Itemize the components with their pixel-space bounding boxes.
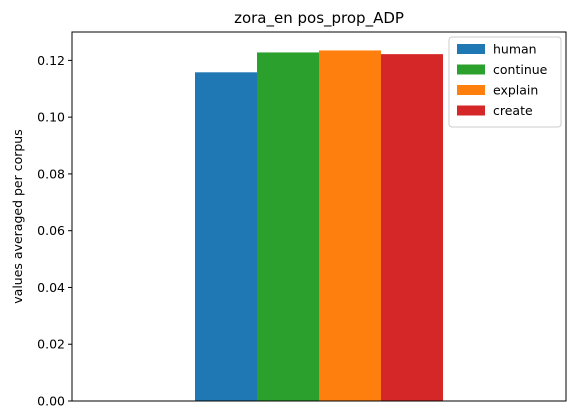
legend-swatch-create [457,105,485,116]
y-tick-label: 0.00 [37,394,65,409]
legend-swatch-human [457,44,485,54]
legend-box [448,36,562,128]
bar-explain [319,50,381,401]
y-tick-label: 0.10 [37,110,65,125]
bar-create [381,54,443,401]
legend: human continue explain create [448,36,562,128]
bar-continue [257,52,319,402]
y-tick-label: 0.04 [37,280,65,295]
y-axis-title: values averaged per corpus [10,129,25,303]
y-tick-label: 0.08 [37,166,65,181]
legend-swatch-continue [457,64,485,75]
legend-swatch-explain [457,85,485,95]
y-tick-label: 0.06 [37,223,65,238]
bars [195,50,443,402]
legend-label-continue: continue [493,62,548,77]
y-axis-ticks: 0.00 0.02 0.04 0.06 0.08 0.10 0.12 [37,53,72,409]
bar-human [195,72,257,401]
legend-label-human: human [493,42,537,57]
legend-label-create: create [493,103,533,118]
chart-title: zora_en pos_prop_ADP [234,9,404,28]
y-tick-label: 0.02 [37,337,65,352]
plot-frame [71,31,567,402]
y-tick-label: 0.12 [37,53,65,68]
legend-label-explain: explain [493,83,538,98]
